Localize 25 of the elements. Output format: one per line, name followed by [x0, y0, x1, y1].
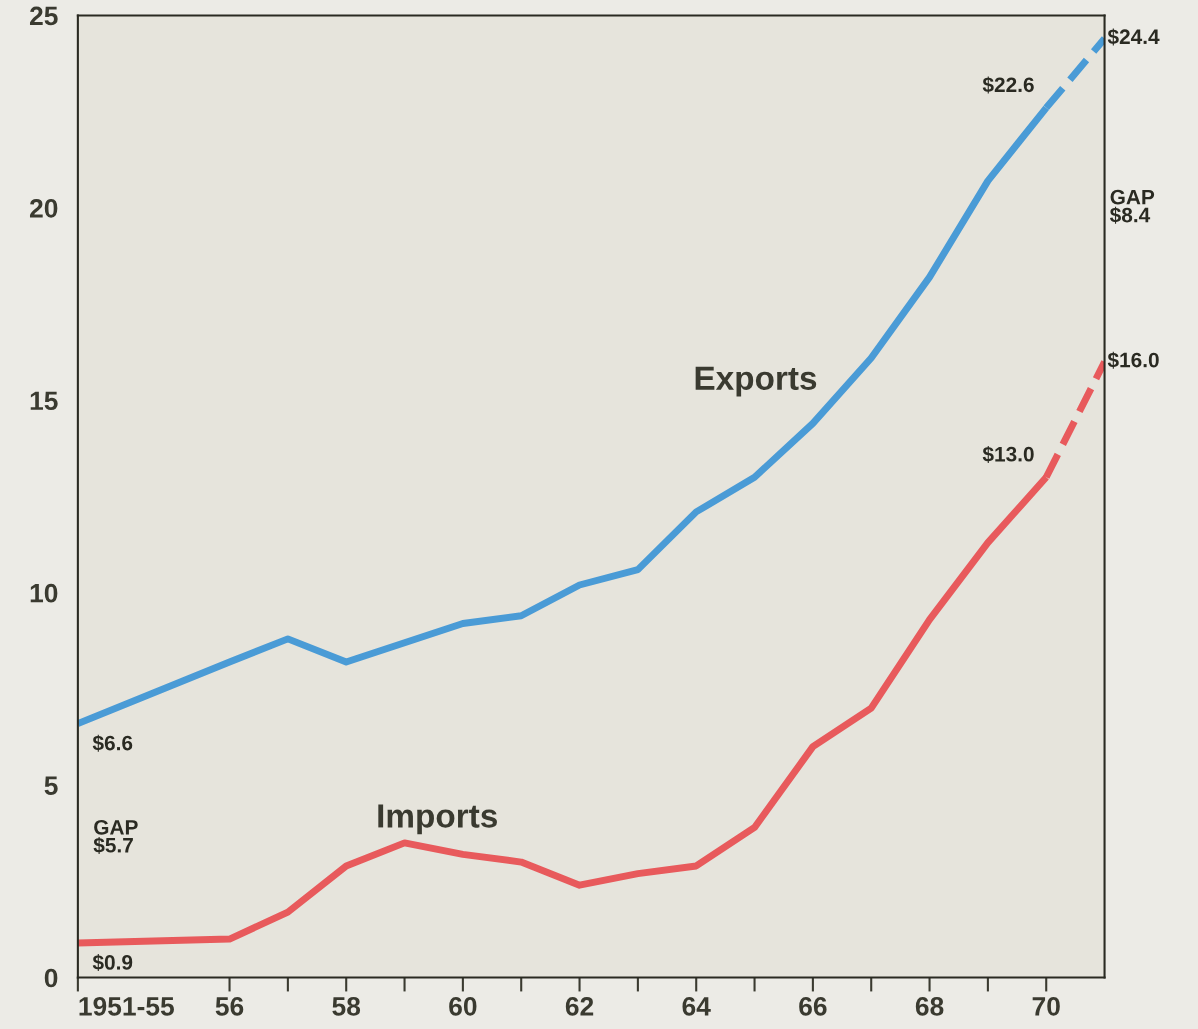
x-tick-label: 68 [915, 997, 944, 1016]
y-tick-label: 5 [44, 776, 58, 795]
y-tick-label: 0 [44, 968, 58, 988]
y-tick-label: 20 [29, 198, 58, 218]
annotation: GAP $5.7 [93, 819, 138, 854]
x-tick-label: 70 [1032, 997, 1060, 1016]
y-tick-label: 10 [30, 583, 58, 603]
x-tick-label: 60 [449, 997, 477, 1016]
x-tick-label: 58 [332, 997, 361, 1016]
annotation: Imports [378, 804, 497, 835]
annotation: $0.9 [92, 954, 133, 972]
x-tick-label: 66 [799, 997, 827, 1016]
annotation: Exports [695, 366, 817, 397]
annotation: $13.0 [982, 445, 1034, 463]
annotation: $6.6 [92, 734, 133, 752]
annotation: $22.6 [982, 76, 1034, 94]
x-tick-label: 64 [682, 997, 711, 1016]
y-tick-label: 15 [30, 391, 58, 411]
x-tick-label: 1951-55 [79, 997, 174, 1016]
annotation: $16.0 [1107, 351, 1159, 369]
x-tick-label: 62 [565, 997, 594, 1016]
x-tick-label: 56 [215, 997, 244, 1016]
annotation: $24.4 [1107, 28, 1160, 46]
y-tick-label: 25 [29, 6, 58, 26]
text: GAP $8.4 [1109, 189, 1155, 224]
